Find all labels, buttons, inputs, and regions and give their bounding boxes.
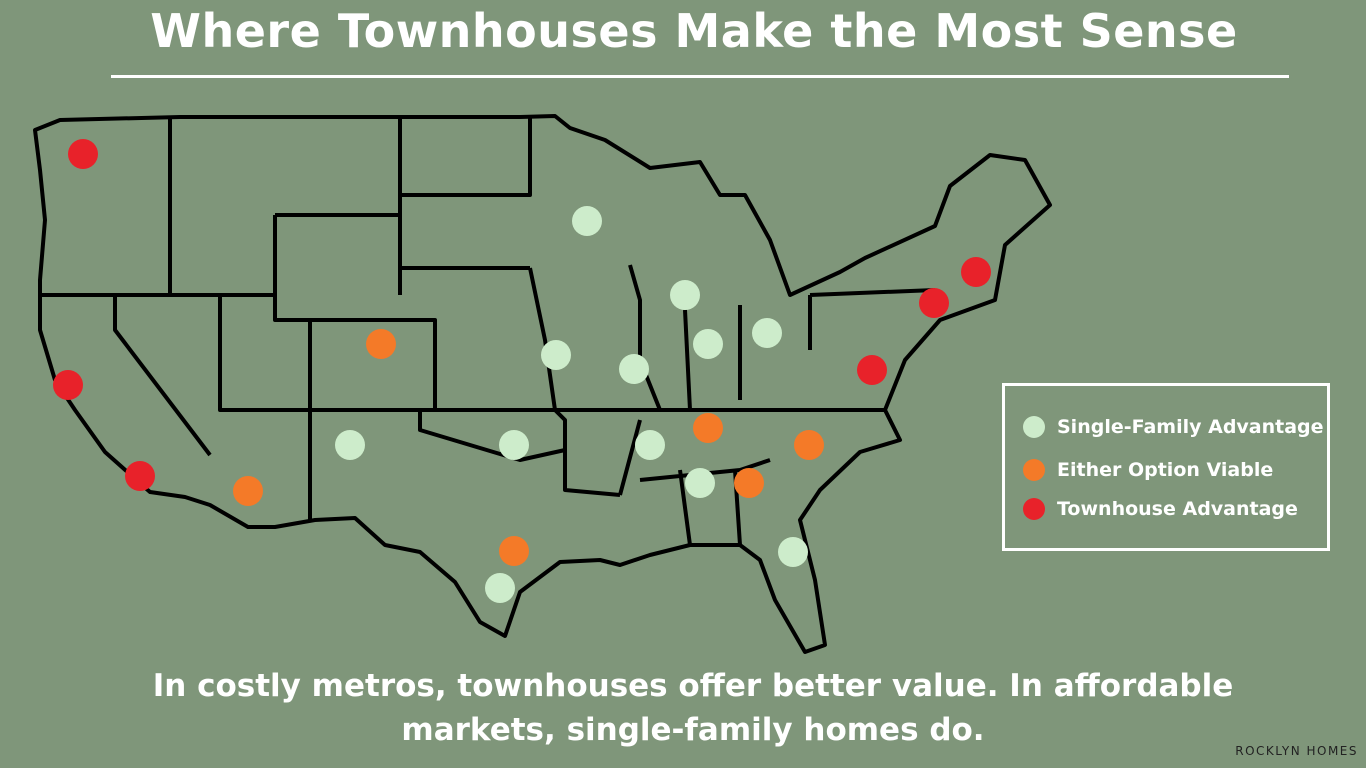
marker xyxy=(233,476,263,506)
state-outlines xyxy=(33,114,1052,654)
legend-swatch xyxy=(1023,416,1045,438)
marker xyxy=(541,340,571,370)
title-rule xyxy=(111,75,1289,78)
legend-item: Single-Family Advantage xyxy=(1023,416,1324,438)
marker xyxy=(619,354,649,384)
marker xyxy=(961,257,991,287)
marker xyxy=(752,318,782,348)
marker xyxy=(335,430,365,460)
marker xyxy=(778,537,808,567)
marker xyxy=(366,329,396,359)
us-outline xyxy=(33,114,1052,654)
legend-item: Either Option Viable xyxy=(1023,459,1273,481)
marker xyxy=(693,329,723,359)
legend-swatch xyxy=(1023,459,1045,481)
legend-label: Either Option Viable xyxy=(1057,459,1274,481)
legend-item: Townhouse Advantage xyxy=(1023,498,1298,520)
marker xyxy=(635,430,665,460)
brand: ROCKLYN HOMES xyxy=(1235,744,1358,758)
caption: In costly metros, townhouses offer bette… xyxy=(152,668,1234,748)
legend-label: Townhouse Advantage xyxy=(1057,498,1298,520)
marker xyxy=(794,430,824,460)
marker xyxy=(919,288,949,318)
marker xyxy=(499,536,529,566)
marker xyxy=(857,355,887,385)
legend-label: Single-Family Advantage xyxy=(1057,416,1324,438)
marker xyxy=(572,206,602,236)
marker xyxy=(53,370,83,400)
title: Where Townhouses Make the Most Sense xyxy=(150,4,1238,58)
marker xyxy=(670,280,700,310)
marker xyxy=(693,413,723,443)
legend: Single-Family Advantage Either Option Vi… xyxy=(1002,383,1330,551)
marker xyxy=(485,573,515,603)
marker xyxy=(499,430,529,460)
marker xyxy=(685,468,715,498)
markers xyxy=(53,139,991,603)
marker xyxy=(734,468,764,498)
marker xyxy=(68,139,98,169)
marker xyxy=(125,461,155,491)
legend-swatch xyxy=(1023,498,1045,520)
